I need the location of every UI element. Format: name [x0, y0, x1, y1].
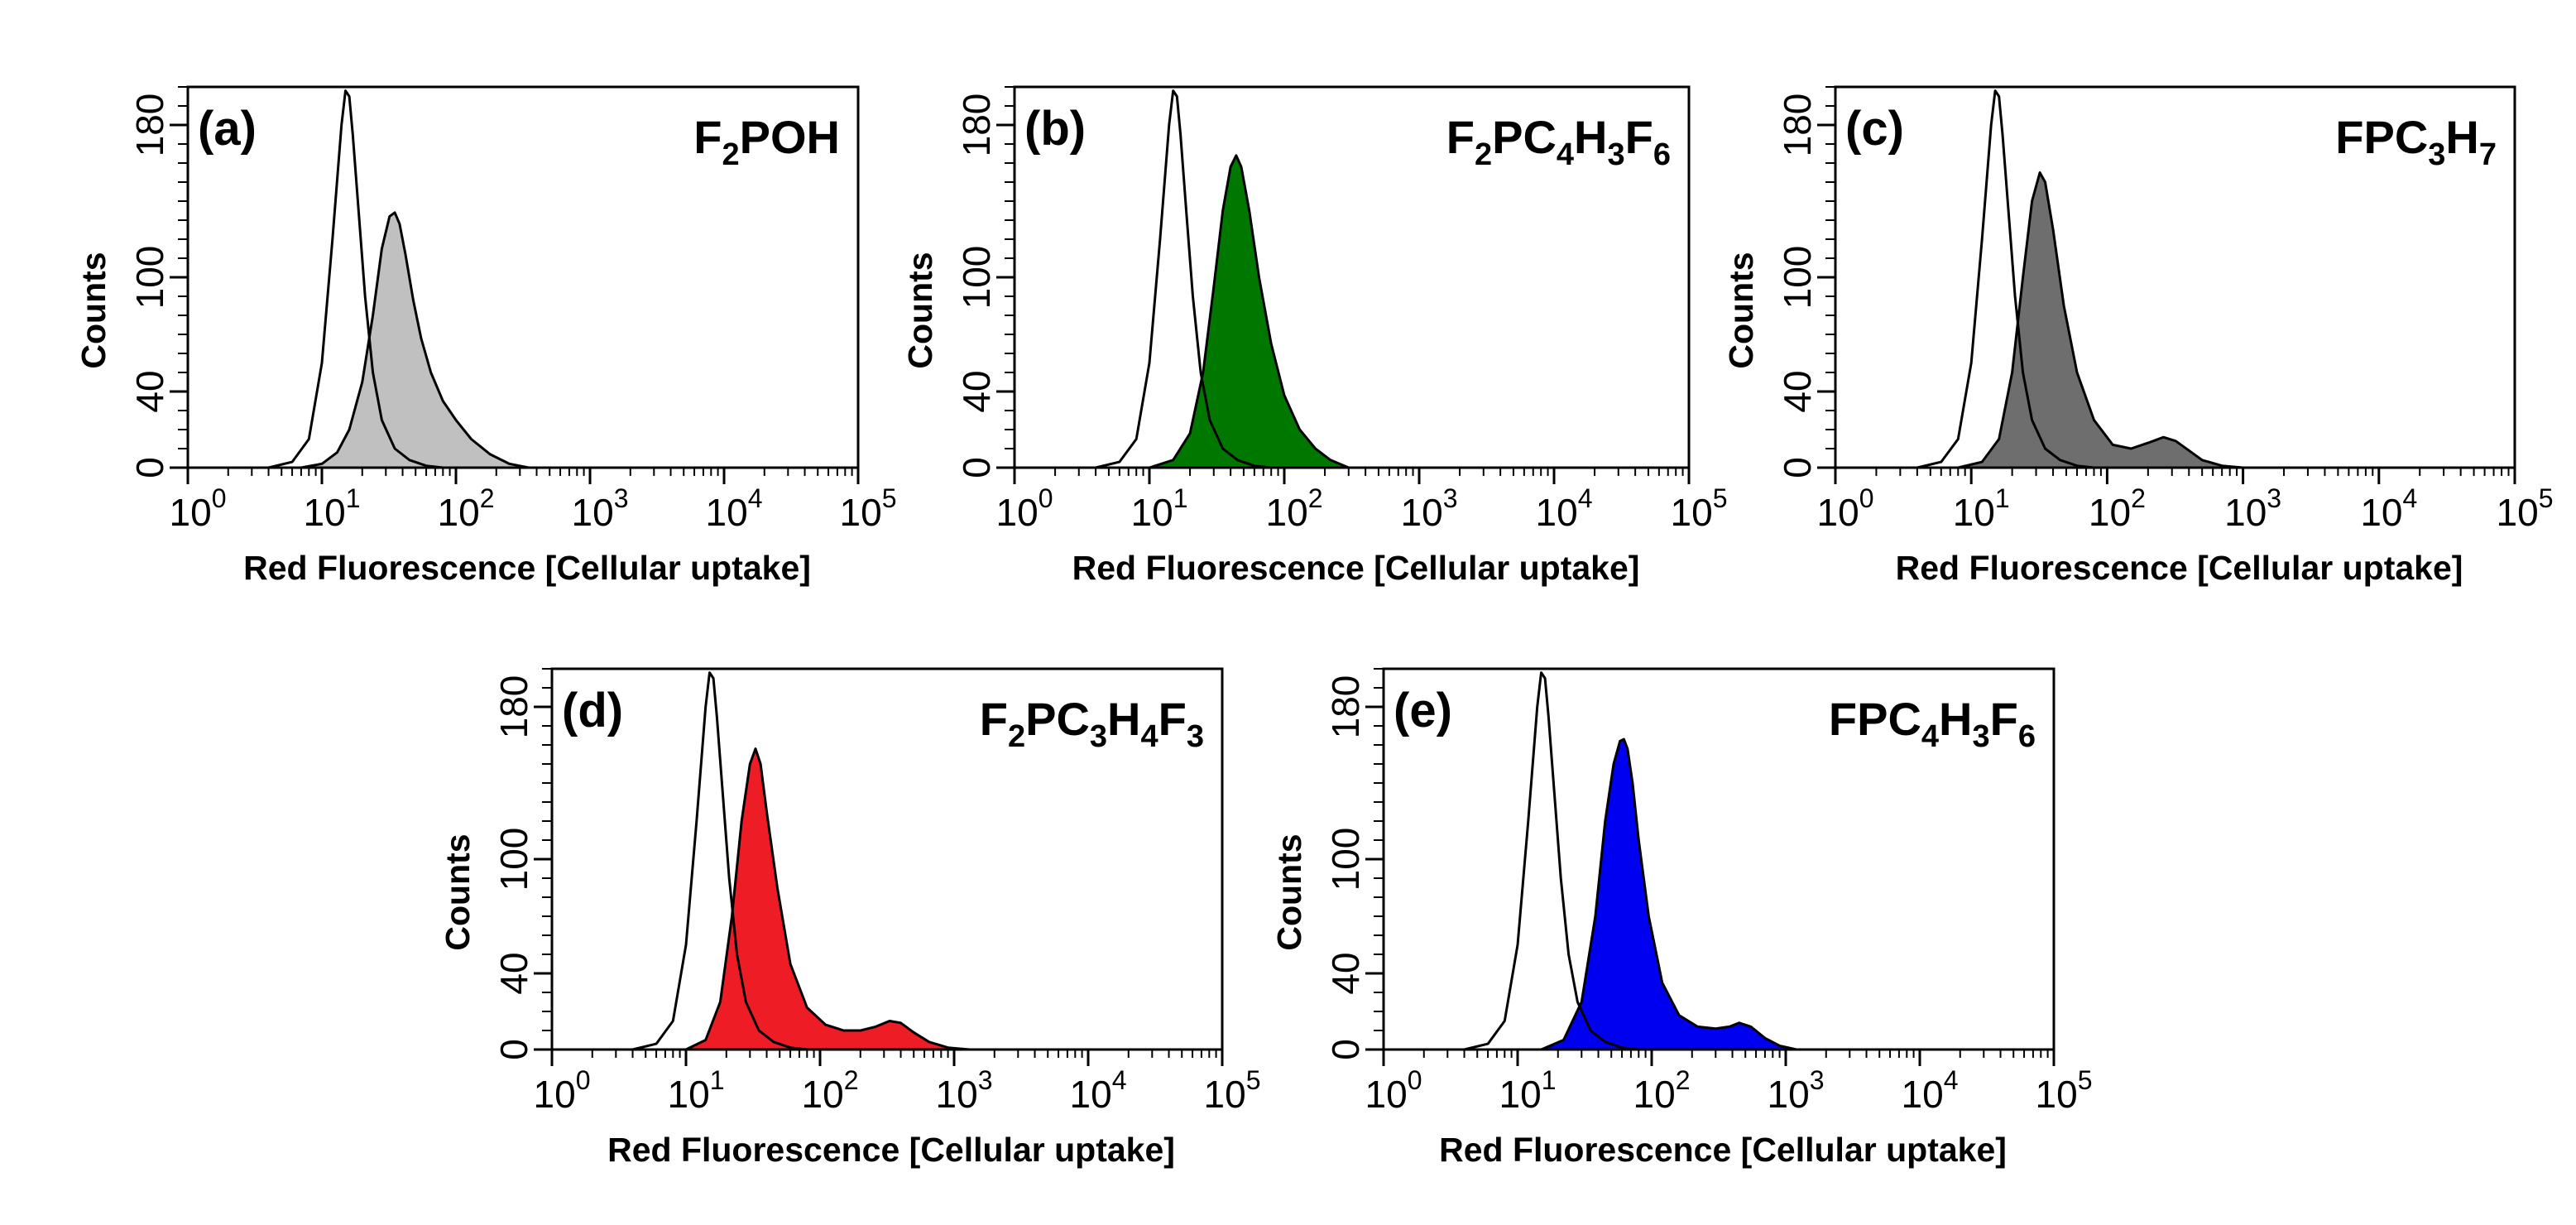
x-tick-label: 103: [572, 483, 629, 534]
x-tick-label: 104: [1070, 1065, 1127, 1116]
x-tick-label: 104: [706, 483, 763, 534]
x-tick-label: 101: [1499, 1065, 1557, 1116]
x-tick-label: 105: [2497, 483, 2554, 534]
x-tick-label: 100: [996, 483, 1053, 534]
panel-c: 100 101 102 103 104 105 0 40 100 180 (c) FPC3​H7​ Re…: [1722, 85, 2554, 587]
x-tick-label: 101: [1131, 483, 1188, 534]
y-tick-label: 0: [492, 1039, 535, 1060]
x-tick-label: 104: [2360, 483, 2417, 534]
control-histogram: [1835, 89, 2515, 469]
y-tick-label: 180: [1324, 675, 1367, 739]
x-tick-label: 104: [1536, 483, 1593, 534]
x-tick-label: 100: [170, 483, 227, 534]
y-axis-title: Counts: [439, 833, 477, 950]
y-tick-label: 100: [1776, 246, 1819, 310]
x-tick-label: 100: [534, 1065, 591, 1116]
x-tick-label: 102: [802, 1065, 859, 1116]
panel-d: 100 101 102 103 104 105 0 40 100 180 (d) F2​PC3​H4​…: [439, 667, 1261, 1169]
y-tick-label: 0: [1776, 457, 1819, 478]
y-axis-title: Counts: [1270, 833, 1308, 950]
sample-histogram: [550, 747, 1224, 1051]
x-tick-label: 102: [1266, 483, 1323, 534]
sample-histogram: [186, 211, 860, 469]
x-tick-label: 101: [1953, 483, 2010, 534]
x-tick-label: 104: [1902, 1065, 1959, 1116]
y-tick-label: 0: [1324, 1039, 1367, 1060]
y-tick-label: 180: [128, 94, 171, 157]
y-tick-label: 40: [1776, 370, 1819, 412]
y-tick-label: 40: [1324, 952, 1367, 994]
panel-e: 100 101 102 103 104 105 0 40 100 180 (e) FPC4​H3​F6…: [1270, 667, 2093, 1169]
compound-label: F2​POH: [693, 111, 840, 172]
x-tick-label: 101: [304, 483, 361, 534]
compound-label: FPC3​H7​: [2335, 111, 2497, 172]
sample-histogram: [1382, 737, 2056, 1051]
x-tick-label: 105: [840, 483, 897, 534]
y-tick-label: 0: [128, 457, 171, 478]
control-histogram: [1015, 89, 1689, 469]
x-axis-title: Red Fluorescence [Cellular uptake]: [607, 1131, 1175, 1169]
x-axis-title: Red Fluorescence [Cellular uptake]: [1896, 549, 2463, 587]
x-tick-label: 102: [438, 483, 495, 534]
compound-label: F2​PC4​H3​F6​: [1446, 111, 1671, 172]
y-tick-label: 0: [955, 457, 998, 478]
y-tick-label: 40: [492, 952, 535, 994]
x-tick-label: 100: [1365, 1065, 1422, 1116]
x-tick-label: 105: [1204, 1065, 1261, 1116]
y-tick-label: 180: [1776, 94, 1819, 157]
panel-label: (e): [1394, 684, 1452, 737]
y-tick-label: 100: [955, 246, 998, 310]
control-histogram: [188, 89, 858, 469]
x-tick-label: 105: [1671, 483, 1728, 534]
y-tick-label: 180: [955, 94, 998, 157]
x-tick-label: 102: [2089, 483, 2146, 534]
y-axis-title: Counts: [901, 252, 939, 368]
y-tick-label: 40: [128, 370, 171, 412]
x-tick-label: 100: [1817, 483, 1874, 534]
y-axis-title: Counts: [1722, 252, 1760, 368]
panel-label: (d): [562, 684, 623, 737]
x-tick-label: 102: [1633, 1065, 1691, 1116]
compound-label: FPC4​H3​F6​: [1829, 693, 2036, 754]
x-tick-label: 103: [1768, 1065, 1825, 1116]
panel-label: (c): [1845, 102, 1904, 156]
x-tick-label: 103: [2224, 483, 2281, 534]
y-tick-label: 100: [1324, 828, 1367, 891]
x-tick-label: 101: [668, 1065, 725, 1116]
y-tick-label: 40: [955, 370, 998, 412]
panel-label: (a): [198, 102, 257, 156]
x-tick-label: 103: [936, 1065, 993, 1116]
y-tick-label: 180: [492, 675, 535, 739]
y-tick-label: 100: [128, 246, 171, 310]
control-histogram: [552, 671, 1222, 1051]
x-axis-title: Red Fluorescence [Cellular uptake]: [1439, 1131, 2007, 1169]
y-axis-title: Counts: [74, 252, 113, 368]
y-tick-label: 100: [492, 828, 535, 891]
sample-histogram: [1013, 154, 1691, 469]
panel-label: (b): [1024, 102, 1086, 156]
panel-b: 100 101 102 103 104 105 0 40 100 180 (b) F2​PC4​H3​…: [901, 85, 1728, 587]
compound-label: F2​PC3​H4​F3​: [980, 693, 1204, 754]
sample-histogram: [1834, 171, 2516, 469]
x-axis-title: Red Fluorescence [Cellular uptake]: [243, 549, 811, 587]
panel-a: 100 101 102 103 104 105 0 40 100 180 (a) F2​POH Red …: [74, 85, 897, 587]
control-histogram: [1384, 671, 2054, 1051]
x-tick-label: 105: [2036, 1065, 2093, 1116]
x-axis-title: Red Fluorescence [Cellular uptake]: [1072, 549, 1640, 587]
x-tick-label: 103: [1401, 483, 1458, 534]
